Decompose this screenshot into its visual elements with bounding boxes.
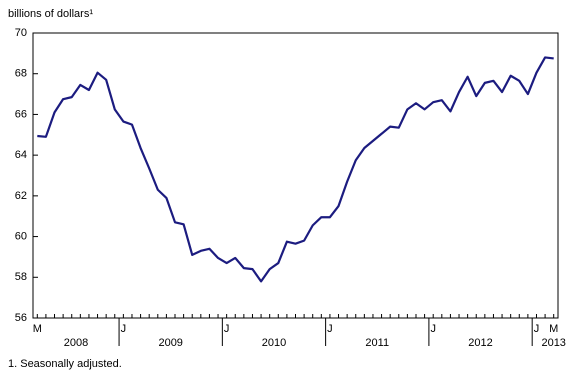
y-tick-label: 62 [15,190,27,202]
y-axis-label: billions of dollars¹ [8,8,93,20]
year-label: 2009 [158,337,182,349]
year-label: 2011 [365,337,389,349]
year-label: 2010 [262,337,286,349]
year-label: 2008 [64,337,88,349]
y-tick-label: 68 [15,68,27,80]
footnote: 1. Seasonally adjusted. [8,358,122,370]
y-tick-label: 56 [15,312,27,324]
x-tick-label: J [121,323,127,335]
x-tick-label: M [549,323,558,335]
x-tick-label: J [327,323,333,335]
y-tick-label: 66 [15,108,27,120]
x-tick-label: J [534,323,540,335]
y-tick-label: 70 [15,27,27,39]
data-line [37,56,554,283]
x-tick-label: J [224,323,230,335]
year-label: 2012 [468,337,492,349]
plot-frame [32,32,559,319]
year-label: 2013 [541,337,565,349]
x-tick-label: M [33,323,42,335]
y-tick-label: 60 [15,230,27,242]
y-tick-label: 58 [15,271,27,283]
y-tick-label: 64 [15,149,27,161]
x-tick-label: J [430,323,436,335]
